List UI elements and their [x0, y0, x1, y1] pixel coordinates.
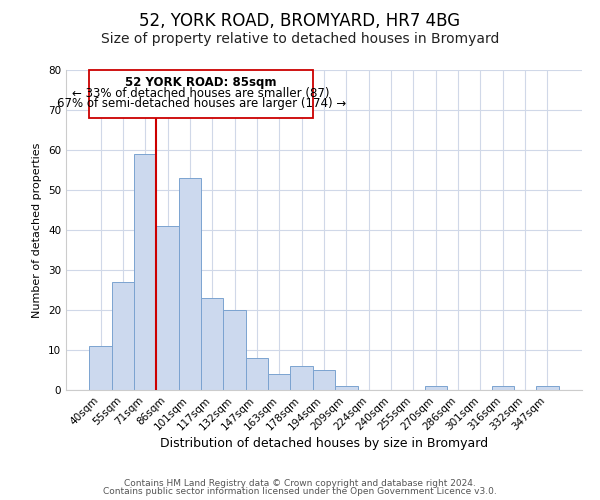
- X-axis label: Distribution of detached houses by size in Bromyard: Distribution of detached houses by size …: [160, 438, 488, 450]
- Bar: [491, 386, 514, 390]
- Text: Contains public sector information licensed under the Open Government Licence v3: Contains public sector information licen…: [103, 487, 497, 496]
- Bar: [157, 226, 179, 390]
- Bar: [179, 178, 201, 390]
- Y-axis label: Number of detached properties: Number of detached properties: [32, 142, 43, 318]
- Bar: [536, 386, 559, 390]
- Bar: [425, 386, 447, 390]
- Bar: [112, 282, 134, 390]
- Bar: [313, 370, 335, 390]
- Bar: [268, 374, 290, 390]
- Bar: [223, 310, 246, 390]
- Bar: [335, 386, 358, 390]
- Bar: [201, 298, 223, 390]
- Bar: [134, 154, 157, 390]
- Text: 67% of semi-detached houses are larger (174) →: 67% of semi-detached houses are larger (…: [56, 98, 346, 110]
- Bar: [89, 70, 313, 118]
- Text: 52, YORK ROAD, BROMYARD, HR7 4BG: 52, YORK ROAD, BROMYARD, HR7 4BG: [139, 12, 461, 30]
- Bar: [290, 366, 313, 390]
- Text: Contains HM Land Registry data © Crown copyright and database right 2024.: Contains HM Land Registry data © Crown c…: [124, 478, 476, 488]
- Text: 52 YORK ROAD: 85sqm: 52 YORK ROAD: 85sqm: [125, 76, 277, 90]
- Text: ← 33% of detached houses are smaller (87): ← 33% of detached houses are smaller (87…: [73, 86, 330, 100]
- Bar: [89, 346, 112, 390]
- Bar: [246, 358, 268, 390]
- Text: Size of property relative to detached houses in Bromyard: Size of property relative to detached ho…: [101, 32, 499, 46]
